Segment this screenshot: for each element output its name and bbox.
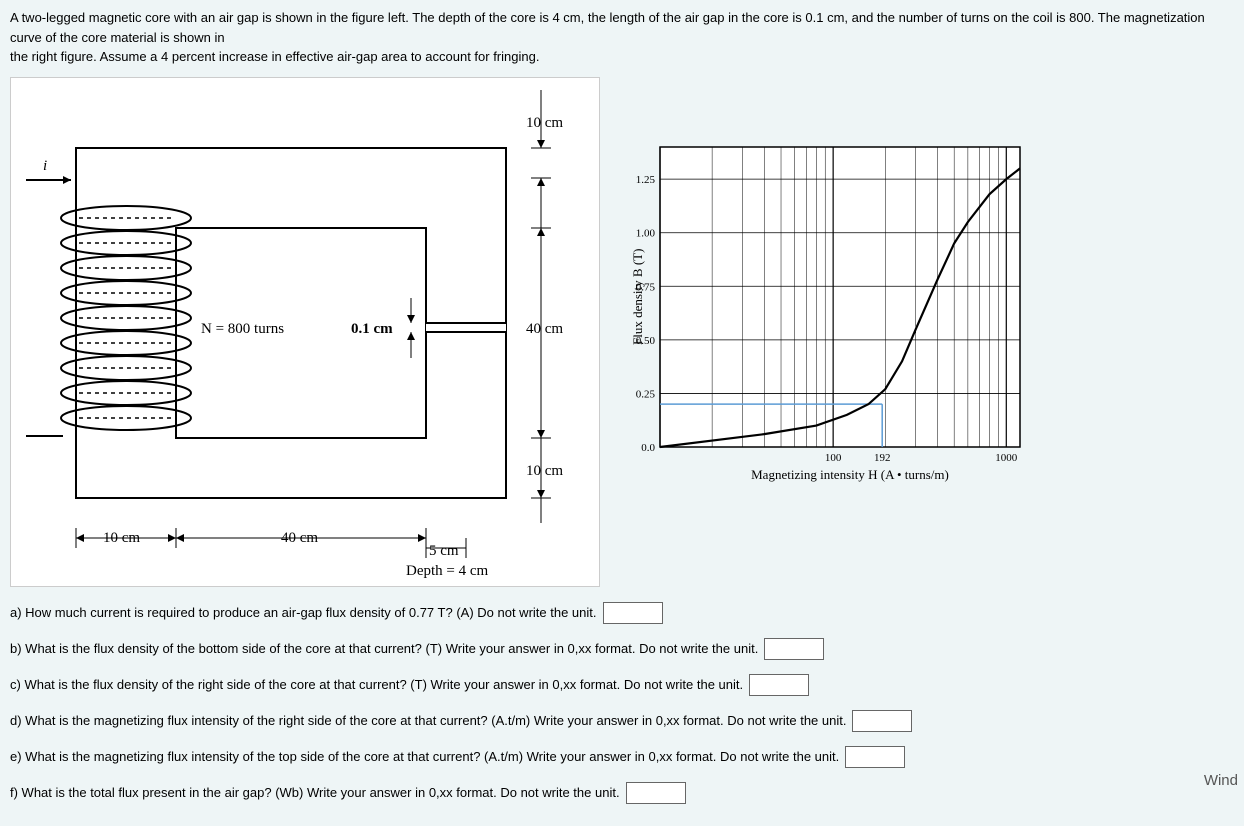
watermark-label: Wind (1204, 772, 1238, 789)
problem-line-2: the right figure. Assume a 4 percent inc… (10, 49, 539, 64)
problem-statement: A two-legged magnetic core with an air g… (10, 8, 1234, 67)
turns-label: N = 800 turns (201, 321, 284, 338)
svg-text:0.0: 0.0 (641, 442, 655, 454)
answer-c-input[interactable] (749, 674, 809, 696)
bh-x-axis-label: Magnetizing intensity H (A • turns/m) (670, 467, 1030, 483)
answer-e-input[interactable] (845, 746, 905, 768)
svg-text:1000: 1000 (995, 452, 1018, 464)
svg-text:100: 100 (825, 452, 842, 464)
answer-f-input[interactable] (626, 782, 686, 804)
bh-y-axis-label: Flux density B (T) (630, 245, 646, 345)
dim-right-40: 40 cm (526, 321, 563, 338)
question-f-text: f) What is the total flux present in the… (10, 785, 620, 800)
depth-label: Depth = 4 cm (406, 563, 488, 580)
dim-bottom-10: 10 cm (103, 530, 140, 547)
airgap-label: 0.1 cm (351, 321, 393, 338)
question-a: a) How much current is required to produ… (10, 602, 1234, 624)
question-e-text: e) What is the magnetizing flux intensit… (10, 749, 839, 764)
svg-text:1.25: 1.25 (636, 174, 656, 186)
question-d-text: d) What is the magnetizing flux intensit… (10, 713, 846, 728)
dim-bottom-5: 5 cm (429, 543, 459, 560)
current-i-label: i (43, 158, 47, 175)
question-d: d) What is the magnetizing flux intensit… (10, 710, 1234, 732)
answer-b-input[interactable] (764, 638, 824, 660)
dim-bottom-10-r: 10 cm (526, 463, 563, 480)
dim-bottom-40: 40 cm (281, 530, 318, 547)
dim-top-10: 10 cm (526, 115, 563, 132)
problem-line-1: A two-legged magnetic core with an air g… (10, 10, 1205, 45)
answer-d-input[interactable] (852, 710, 912, 732)
question-a-text: a) How much current is required to produ… (10, 605, 597, 620)
answer-a-input[interactable] (603, 602, 663, 624)
core-diagram: i N = 800 turns 0.1 cm 10 cm 40 cm 10 cm… (10, 77, 600, 587)
bh-curve-chart: 0.00.250.500.751.001.251001921000 Flux d… (620, 137, 1030, 497)
question-c-text: c) What is the flux density of the right… (10, 677, 743, 692)
bh-svg: 0.00.250.500.751.001.251001921000 (620, 137, 1030, 497)
svg-text:1.00: 1.00 (636, 227, 656, 239)
svg-text:0.25: 0.25 (636, 388, 656, 400)
question-e: e) What is the magnetizing flux intensit… (10, 746, 1234, 768)
question-b: b) What is the flux density of the botto… (10, 638, 1234, 660)
core-svg (11, 78, 601, 588)
question-f: f) What is the total flux present in the… (10, 782, 1234, 804)
questions-section: a) How much current is required to produ… (10, 602, 1234, 804)
question-c: c) What is the flux density of the right… (10, 674, 1234, 696)
figures-container: i N = 800 turns 0.1 cm 10 cm 40 cm 10 cm… (10, 77, 1234, 587)
svg-text:192: 192 (874, 452, 891, 464)
question-b-text: b) What is the flux density of the botto… (10, 641, 758, 656)
